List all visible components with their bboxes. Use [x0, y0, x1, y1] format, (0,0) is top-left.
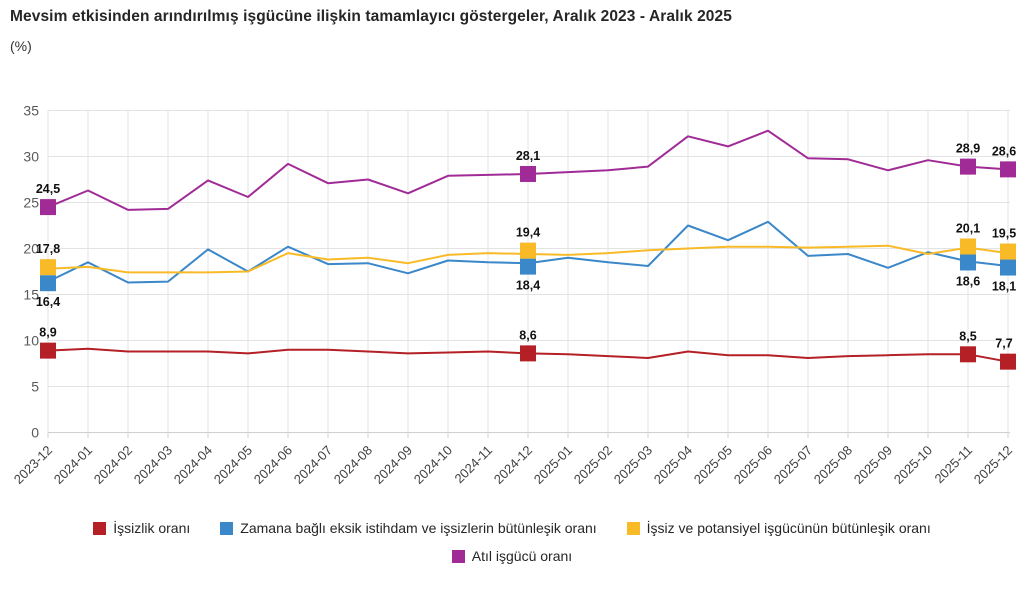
data-marker [1000, 243, 1016, 260]
value-label: 8,6 [519, 328, 536, 342]
x-tick-label: 2024-04 [171, 443, 215, 487]
data-marker [520, 242, 536, 259]
data-marker [520, 258, 536, 275]
x-tick-label: 2024-11 [451, 443, 495, 487]
line-chart[interactable]: 051015202530352023-122024-012024-022024-… [0, 0, 1024, 514]
legend-row-1: İşsizlik oranı Zamana bağlı eksik istihd… [0, 514, 1024, 542]
x-tick-label: 2024-07 [291, 443, 335, 487]
value-label: 8,5 [959, 329, 976, 343]
chart-header: Mevsim etkisinden arındırılmış işgücüne … [10, 8, 1010, 54]
value-label: 18,4 [516, 279, 540, 293]
x-tick-label: 2025-11 [931, 443, 975, 487]
value-label: 28,1 [516, 149, 540, 163]
x-axis-labels: 2023-122024-012024-022024-032024-042024-… [11, 443, 1015, 487]
x-tick-label: 2024-10 [411, 443, 455, 487]
y-axis-labels: 0 5 10 15 20 25 30 35 [23, 103, 39, 441]
data-marker [40, 342, 56, 359]
legend-label: Zamana bağlı eksik istihdam ve işsizleri… [240, 520, 597, 536]
y-tick-label: 30 [23, 149, 39, 165]
x-tick-label: 2025-07 [771, 443, 815, 487]
legend-item-issizlik-orani[interactable]: İşsizlik oranı [93, 520, 190, 536]
y-tick-label: 0 [31, 425, 39, 441]
legend-label: İşsiz ve potansiyel işgücünün bütünleşik… [646, 520, 931, 536]
value-label: 19,5 [992, 227, 1016, 241]
x-tick-label: 2024-02 [91, 443, 135, 487]
value-label: 18,1 [992, 280, 1016, 294]
x-tick-label: 2024-05 [211, 443, 255, 487]
data-marker [40, 199, 56, 216]
x-tick-label: 2025-06 [731, 443, 775, 487]
legend-swatch-red [93, 521, 107, 535]
page-title: Mevsim etkisinden arındırılmış işgücüne … [10, 8, 732, 25]
data-marker [520, 165, 536, 182]
legend-row-2: Atıl işgücü oranı [0, 542, 1024, 570]
data-marker [40, 275, 56, 292]
data-marker [960, 254, 976, 271]
x-tick-label: 2025-12 [971, 443, 1015, 487]
x-tick-label: 2025-10 [891, 443, 935, 487]
value-label: 20,1 [956, 221, 980, 235]
legend-swatch-blue [220, 521, 234, 535]
y-tick-label: 15 [23, 287, 39, 303]
value-label: 8,9 [39, 326, 56, 340]
x-tick-label: 2024-06 [251, 443, 295, 487]
legend-item-atil-isgucu-orani[interactable]: Atıl işgücü oranı [451, 548, 573, 564]
x-tick-label: 2024-09 [371, 443, 415, 487]
x-tick-label: 2025-08 [811, 443, 855, 487]
value-label: 24,5 [36, 182, 60, 196]
data-marker [40, 259, 56, 276]
value-label: 19,4 [516, 226, 540, 240]
x-tick-label: 2025-09 [851, 443, 895, 487]
y-tick-label: 25 [23, 195, 39, 211]
value-label: 7,7 [995, 337, 1012, 351]
legend-label: Atıl işgücü oranı [471, 548, 573, 564]
legend-item-issiz-ve-potansiyel-isgucu[interactable]: İşsiz ve potansiyel işgücünün bütünleşik… [626, 520, 931, 536]
x-tick-label: 2025-02 [571, 443, 615, 487]
grid [47, 110, 1010, 438]
legend-item-zamana-bagli-eksik-istihdam[interactable]: Zamana bağlı eksik istihdam ve işsizleri… [220, 520, 597, 536]
data-marker [1000, 161, 1016, 178]
x-tick-label: 2025-03 [611, 443, 655, 487]
data-marker [1000, 353, 1016, 370]
legend-swatch-purple [451, 549, 465, 563]
x-tick-label: 2024-08 [331, 443, 375, 487]
marker-layer: 8,9 16,4 17,8 24,5 8,6 18,4 19,4 28,1 8,5 18,6 20,… [36, 142, 1016, 370]
x-tick-label: 2025-04 [651, 443, 695, 487]
x-tick-label: 2025-01 [531, 443, 575, 487]
x-tick-label: 2024-03 [131, 443, 175, 487]
data-marker [1000, 259, 1016, 276]
value-label: 28,9 [956, 142, 980, 156]
value-label: 17,8 [36, 242, 60, 256]
y-tick-label: 35 [23, 103, 39, 119]
x-tick-label: 2024-01 [51, 443, 95, 487]
legend-swatch-yellow [626, 521, 640, 535]
x-tick-label: 2024-12 [491, 443, 535, 487]
unit-label: (%) [10, 38, 32, 54]
value-label: 28,6 [992, 144, 1016, 158]
value-label: 18,6 [956, 274, 980, 288]
data-marker [960, 346, 976, 363]
y-tick-label: 20 [23, 241, 39, 257]
y-tick-label: 5 [31, 379, 39, 395]
y-tick-label: 10 [23, 333, 39, 349]
data-marker [520, 345, 536, 362]
data-marker [960, 238, 976, 255]
x-tick-label: 2023-12 [11, 443, 55, 487]
data-marker [960, 158, 976, 175]
chart-legend: İşsizlik oranı Zamana bağlı eksik istihd… [0, 514, 1024, 570]
x-tick-label: 2025-05 [691, 443, 735, 487]
value-label: 16,4 [36, 295, 60, 309]
legend-label: İşsizlik oranı [113, 520, 191, 536]
